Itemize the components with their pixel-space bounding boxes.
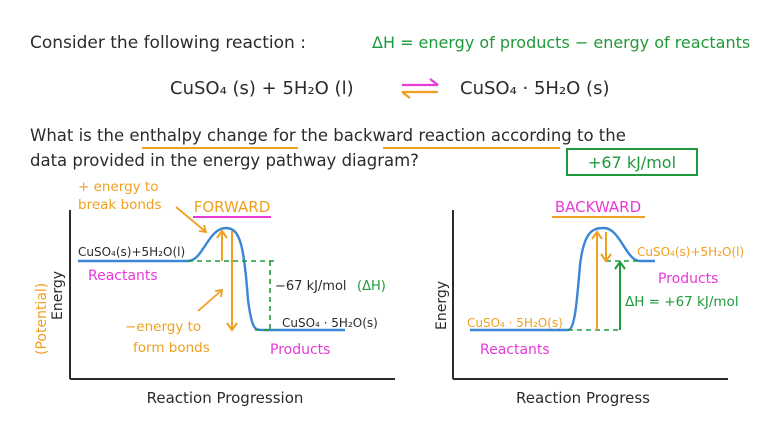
backward-x-axis-label: Reaction Progress	[516, 389, 650, 407]
equilibrium-arrows-icon	[401, 78, 439, 99]
forward-delta-h-symbol: (ΔH)	[357, 279, 386, 294]
backward-diagram: BACKWARD Energy Reaction Progress CuSO₄(…	[434, 198, 744, 407]
forward-title: FORWARD	[194, 198, 271, 216]
backward-reactant-formula: CuSO₄ · 5H₂O(s)	[467, 316, 563, 330]
forward-y-axis-label: Energy	[50, 271, 66, 320]
forward-diagram: FORWARD (Potential) Energy Reaction Prog…	[34, 179, 395, 407]
backward-energy-out-arrow-icon	[600, 232, 612, 263]
forward-energy-out-arrow-icon	[226, 231, 238, 332]
answer-text: +67 kJ/mol	[588, 153, 676, 172]
backward-delta-h-value: ΔH = +67 kJ/mol	[625, 294, 739, 310]
answer-box	[566, 148, 698, 176]
backward-delta-h-arrow-icon	[614, 260, 626, 330]
forward-energy-in-note-1: + energy to	[78, 179, 159, 195]
question-line-1: What is the enthalpy change for the back…	[30, 126, 626, 145]
forward-energy-curve	[78, 226, 345, 332]
backward-product-label: Products	[658, 271, 718, 287]
forward-energy-out-note-1: −energy to	[125, 319, 201, 335]
question-line-2: data provided in the energy pathway diag…	[30, 151, 419, 170]
forward-energy-in-note-2: break bonds	[78, 197, 162, 213]
forward-energy-in-arrow-icon	[216, 229, 228, 261]
delta-h-definition: ΔH = energy of products − energy of reac…	[372, 33, 750, 52]
backward-reactant-label: Reactants	[480, 342, 550, 358]
forward-y-axis-prefix: (Potential)	[34, 283, 50, 355]
forward-delta-h-value: −67 kJ/mol	[275, 279, 347, 294]
forward-reactant-label: Reactants	[88, 268, 158, 284]
equation-left: CuSO₄ (s) + 5H₂O (l)	[170, 78, 354, 99]
forward-note-pointer-bottom-icon	[197, 288, 224, 312]
forward-reactant-formula: CuSO₄(s)+5H₂O(l)	[78, 245, 185, 259]
backward-energy-in-arrow-icon	[591, 230, 603, 330]
equation-right: CuSO₄ · 5H₂O (s)	[460, 78, 609, 99]
forward-energy-out-note-2: form bonds	[133, 340, 210, 356]
backward-energy-curve	[470, 226, 655, 332]
forward-x-axis-label: Reaction Progression	[147, 389, 304, 407]
forward-product-formula: CuSO₄ · 5H₂O(s)	[282, 316, 378, 330]
backward-y-axis-label: Energy	[434, 281, 450, 330]
consider-text: Consider the following reaction :	[30, 33, 306, 53]
forward-product-label: Products	[270, 342, 330, 358]
forward-note-pointer-top-icon	[175, 206, 208, 234]
backward-title: BACKWARD	[555, 198, 641, 216]
backward-product-formula: CuSO₄(s)+5H₂O(l)	[637, 245, 744, 259]
